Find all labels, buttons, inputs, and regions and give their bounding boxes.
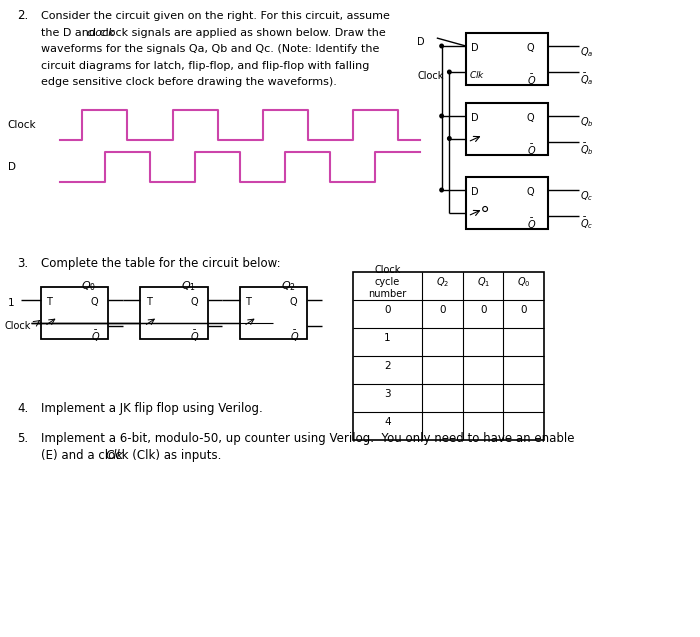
Text: $Q_0$: $Q_0$ bbox=[81, 279, 97, 293]
Bar bbox=[41, 287, 108, 339]
Text: $\bar{Q}$: $\bar{Q}$ bbox=[290, 329, 299, 344]
Circle shape bbox=[440, 188, 443, 192]
Text: $Q_0$: $Q_0$ bbox=[517, 275, 531, 289]
Text: D: D bbox=[470, 113, 478, 123]
Circle shape bbox=[447, 70, 451, 74]
Text: 0: 0 bbox=[521, 305, 527, 315]
Text: edge sensitive clock before drawing the waveforms).: edge sensitive clock before drawing the … bbox=[41, 77, 337, 87]
Text: 3: 3 bbox=[384, 389, 391, 399]
Circle shape bbox=[440, 44, 443, 48]
Text: $Q_a$: $Q_a$ bbox=[580, 45, 593, 59]
Text: D: D bbox=[8, 162, 15, 172]
Text: T: T bbox=[146, 297, 152, 307]
Text: Clk: Clk bbox=[106, 448, 124, 461]
Text: Implement a 6-bit, modulo-50, up counter using Verilog.  You only need to have a: Implement a 6-bit, modulo-50, up counter… bbox=[41, 432, 574, 445]
Text: 0: 0 bbox=[384, 305, 391, 315]
Circle shape bbox=[447, 137, 451, 140]
Text: (E) and a clock (Clk) as inputs.: (E) and a clock (Clk) as inputs. bbox=[41, 448, 221, 461]
Text: $\bar{Q}$: $\bar{Q}$ bbox=[526, 143, 536, 158]
Text: $\bar{Q}$: $\bar{Q}$ bbox=[190, 329, 199, 344]
Text: Consider the circuit given on the right. For this circuit, assume: Consider the circuit given on the right.… bbox=[41, 11, 389, 21]
Text: Clock: Clock bbox=[8, 120, 36, 130]
Text: $\bar{Q}_c$: $\bar{Q}_c$ bbox=[580, 215, 593, 231]
Text: 2.: 2. bbox=[18, 9, 29, 22]
Text: 3.: 3. bbox=[18, 257, 29, 270]
Text: D: D bbox=[470, 187, 478, 197]
Text: Q: Q bbox=[290, 297, 298, 307]
Text: the D and clock signals are applied as shown below. Draw the: the D and clock signals are applied as s… bbox=[41, 27, 385, 38]
Text: $Q_1$: $Q_1$ bbox=[477, 275, 490, 289]
Text: 0: 0 bbox=[480, 305, 486, 315]
Bar bbox=[466, 177, 548, 229]
Text: 2: 2 bbox=[384, 361, 391, 371]
Bar bbox=[466, 103, 548, 155]
Text: T: T bbox=[46, 297, 52, 307]
Text: $Q_2$: $Q_2$ bbox=[436, 275, 449, 289]
Text: $Q_c$: $Q_c$ bbox=[580, 189, 593, 203]
Text: T: T bbox=[246, 297, 251, 307]
Text: Clock: Clock bbox=[417, 71, 444, 81]
Text: 0: 0 bbox=[440, 305, 446, 315]
Text: D: D bbox=[417, 37, 425, 47]
Text: circuit diagrams for latch, flip-flop, and flip-flop with falling: circuit diagrams for latch, flip-flop, a… bbox=[41, 61, 369, 71]
Text: $\bar{Q}$: $\bar{Q}$ bbox=[526, 73, 536, 88]
Text: $Q_2$: $Q_2$ bbox=[281, 279, 295, 293]
Text: Q: Q bbox=[91, 297, 99, 307]
Text: 4.: 4. bbox=[18, 402, 29, 415]
Text: $Q_b$: $Q_b$ bbox=[580, 115, 594, 129]
Text: waveforms for the signals Qa, Qb and Qc. (Note: Identify the: waveforms for the signals Qa, Qb and Qc.… bbox=[41, 44, 379, 54]
Text: 4: 4 bbox=[384, 417, 391, 427]
Text: Q: Q bbox=[526, 43, 534, 53]
Text: $\bar{Q}$: $\bar{Q}$ bbox=[526, 217, 536, 232]
Text: Q: Q bbox=[526, 187, 534, 197]
Text: Clock
cycle
number: Clock cycle number bbox=[368, 266, 407, 299]
Circle shape bbox=[440, 114, 443, 118]
Bar bbox=[466, 33, 548, 85]
Text: $\bar{Q}$: $\bar{Q}$ bbox=[91, 329, 100, 344]
Text: 5.: 5. bbox=[18, 432, 29, 445]
Text: 1: 1 bbox=[384, 333, 391, 343]
Text: D: D bbox=[470, 43, 478, 53]
Text: Implement a JK flip flop using Verilog.: Implement a JK flip flop using Verilog. bbox=[41, 402, 262, 415]
Text: clock: clock bbox=[87, 27, 116, 38]
Text: $Q_1$: $Q_1$ bbox=[181, 279, 196, 293]
Text: Q: Q bbox=[190, 297, 198, 307]
Bar bbox=[239, 287, 307, 339]
Text: Clock: Clock bbox=[5, 320, 32, 331]
Bar bbox=[140, 287, 208, 339]
Text: $\bar{Q}_b$: $\bar{Q}_b$ bbox=[580, 141, 594, 157]
Text: 1: 1 bbox=[8, 298, 15, 308]
Text: Complete the table for the circuit below:: Complete the table for the circuit below… bbox=[41, 257, 280, 270]
Text: Q: Q bbox=[526, 113, 534, 123]
Text: $\bar{Q}_a$: $\bar{Q}_a$ bbox=[580, 71, 594, 87]
Bar bbox=[353, 272, 544, 440]
Text: $\mathit{Clk}$: $\mathit{Clk}$ bbox=[469, 69, 485, 80]
